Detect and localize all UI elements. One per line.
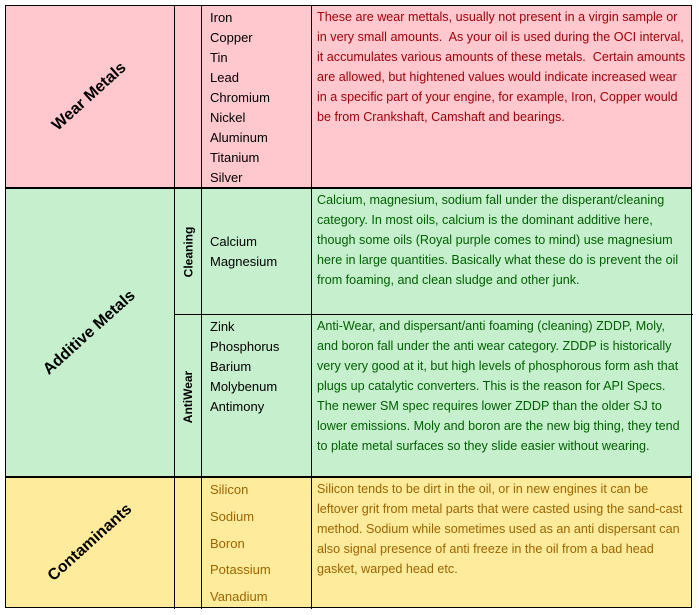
element-name: Lead <box>210 70 239 85</box>
element-name: Zink <box>210 319 235 334</box>
group-label-cell <box>174 478 201 609</box>
element-name: Nickel <box>210 110 246 125</box>
section: Contaminants Silicon Sodium Boron Potassium V… <box>5 477 693 609</box>
group-label-cell: Cleaning <box>174 189 201 314</box>
description: Calcium, magnesium, sodium fall under th… <box>311 189 693 314</box>
element-name: Phosphorus <box>210 339 280 354</box>
section: Wear Metals Iron Copper Tin Lead Chromium Nick… <box>5 5 693 189</box>
section: Additive Metals Cleaning Calcium Magnesium C… <box>5 188 693 478</box>
section-label-cell: Wear Metals <box>6 6 174 187</box>
element-name: Chromium <box>210 90 270 105</box>
element-name: Vanadium <box>210 589 268 604</box>
section-label-cell: Contaminants <box>6 478 174 607</box>
element-name: Magnesium <box>210 253 278 269</box>
group-label: Cleaning <box>181 226 196 277</box>
element-name: Titanium <box>210 150 260 165</box>
description: Silicon tends to be dirt in the oil, or … <box>311 478 693 609</box>
group-row: Silicon Sodium Boron Potassium Vanadium Silic… <box>174 478 693 609</box>
element-name: Silver <box>210 170 243 185</box>
element-name: Sodium <box>210 508 255 524</box>
group-label: AntiWear <box>181 370 196 423</box>
element-name: Copper <box>210 30 253 45</box>
section-label: Additive Metals <box>40 286 139 378</box>
element-name: Tin <box>210 50 228 65</box>
element-name: Calcium <box>210 233 257 249</box>
group-label-cell <box>174 6 201 189</box>
group-label-cell: AntiWear <box>174 315 201 478</box>
element-name: Molybenum <box>210 379 278 394</box>
element-name: Silicon <box>210 482 249 497</box>
element-list: Iron Copper Tin Lead Chromium Nickel Aluminum T… <box>201 6 311 189</box>
element-list: Calcium Magnesium <box>201 189 311 314</box>
element-name: Boron <box>210 535 245 551</box>
element-name: Barium <box>210 359 252 374</box>
element-name: Potassium <box>210 562 271 578</box>
group-row: AntiWear Zink Phosphorus Barium Molybenum Ant… <box>174 314 693 478</box>
group-row: Cleaning Calcium Magnesium Calcium, magnesi… <box>174 189 693 314</box>
section-label: Wear Metals <box>49 58 130 134</box>
element-name: Antimony <box>210 399 265 414</box>
element-name: Aluminum <box>210 130 268 145</box>
element-name: Iron <box>210 10 233 25</box>
group-row: Iron Copper Tin Lead Chromium Nickel Aluminum T… <box>174 6 693 189</box>
element-list: Silicon Sodium Boron Potassium Vanadium <box>201 478 311 609</box>
description: Anti-Wear, and dispersant/anti foaming (… <box>311 315 693 478</box>
description: These are wear mettals, usually not pres… <box>311 6 693 189</box>
element-list: Zink Phosphorus Barium Molybenum Antimony <box>201 315 311 478</box>
section-label: Contaminants <box>44 500 135 585</box>
section-label-cell: Additive Metals <box>6 189 174 476</box>
